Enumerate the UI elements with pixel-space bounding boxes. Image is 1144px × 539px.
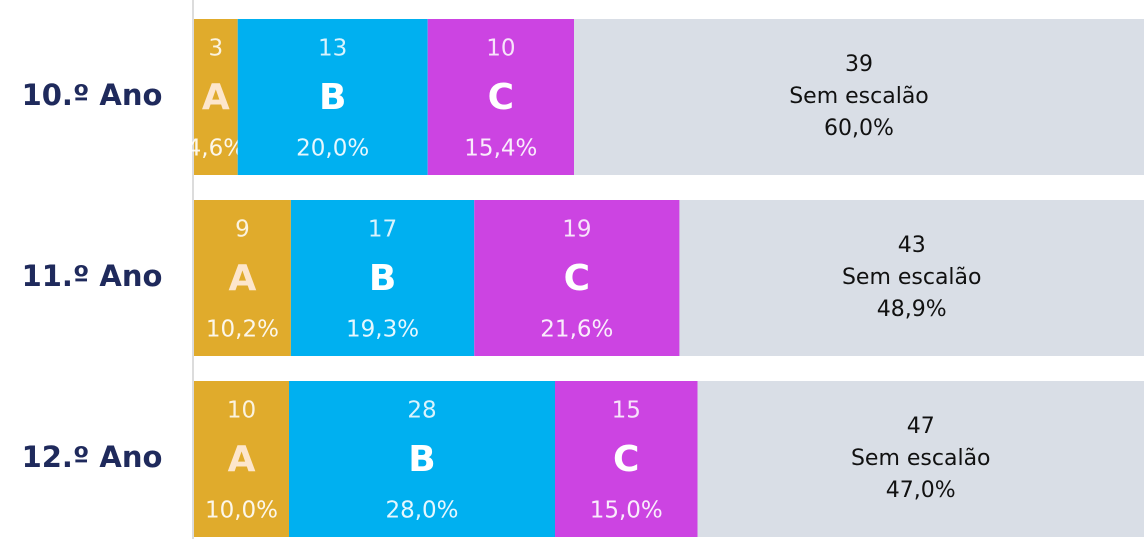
bar-segment bbox=[697, 381, 1144, 537]
count-label: 15 bbox=[612, 398, 641, 424]
value-label: 19,3% bbox=[346, 317, 419, 343]
bar-segment bbox=[555, 381, 698, 537]
count-label: 43 bbox=[898, 233, 926, 258]
category-label: 10.º Ano bbox=[22, 78, 163, 112]
segment-name: B bbox=[319, 77, 346, 118]
bar-segment bbox=[474, 200, 680, 356]
segment-name: Sem escalão bbox=[789, 84, 929, 109]
segment-name: B bbox=[408, 439, 435, 480]
bar-segment bbox=[289, 381, 555, 537]
segment-name: A bbox=[229, 258, 257, 299]
value-label: 48,9% bbox=[877, 297, 947, 322]
value-label: 47,0% bbox=[886, 478, 956, 503]
segment-name: C bbox=[564, 258, 590, 299]
value-label: 28,0% bbox=[385, 498, 458, 524]
value-label: 10,0% bbox=[205, 498, 278, 524]
count-label: 28 bbox=[407, 398, 436, 424]
segment-name: Sem escalão bbox=[851, 446, 991, 471]
bar-segment bbox=[427, 19, 574, 175]
count-label: 39 bbox=[845, 52, 873, 77]
category-label: 11.º Ano bbox=[22, 259, 163, 293]
bar-segment bbox=[194, 381, 289, 537]
count-label: 10 bbox=[227, 398, 256, 424]
count-label: 3 bbox=[209, 36, 224, 62]
count-label: 17 bbox=[368, 217, 397, 243]
bar-segment bbox=[290, 200, 475, 356]
segment-name: Sem escalão bbox=[842, 265, 982, 290]
value-label: 10,2% bbox=[206, 317, 279, 343]
bar-segment bbox=[194, 200, 291, 356]
count-label: 13 bbox=[318, 36, 347, 62]
segment-name: B bbox=[369, 258, 396, 299]
bar-segment bbox=[679, 200, 1144, 356]
count-label: 19 bbox=[562, 217, 591, 243]
value-label: 4,6% bbox=[187, 136, 245, 162]
segment-name: A bbox=[202, 77, 230, 118]
value-label: 21,6% bbox=[540, 317, 613, 343]
count-label: 10 bbox=[486, 36, 515, 62]
value-label: 15,4% bbox=[464, 136, 537, 162]
segment-name: C bbox=[488, 77, 514, 118]
bar-segment bbox=[574, 19, 1144, 175]
segment-name: A bbox=[228, 439, 256, 480]
bar-segment bbox=[237, 19, 428, 175]
value-label: 20,0% bbox=[296, 136, 369, 162]
count-label: 47 bbox=[907, 414, 935, 439]
category-label: 12.º Ano bbox=[22, 440, 163, 474]
bar-segment bbox=[194, 19, 238, 175]
value-label: 15,0% bbox=[590, 498, 663, 524]
value-label: 60,0% bbox=[824, 116, 894, 141]
count-label: 9 bbox=[235, 217, 250, 243]
segment-name: C bbox=[613, 439, 639, 480]
